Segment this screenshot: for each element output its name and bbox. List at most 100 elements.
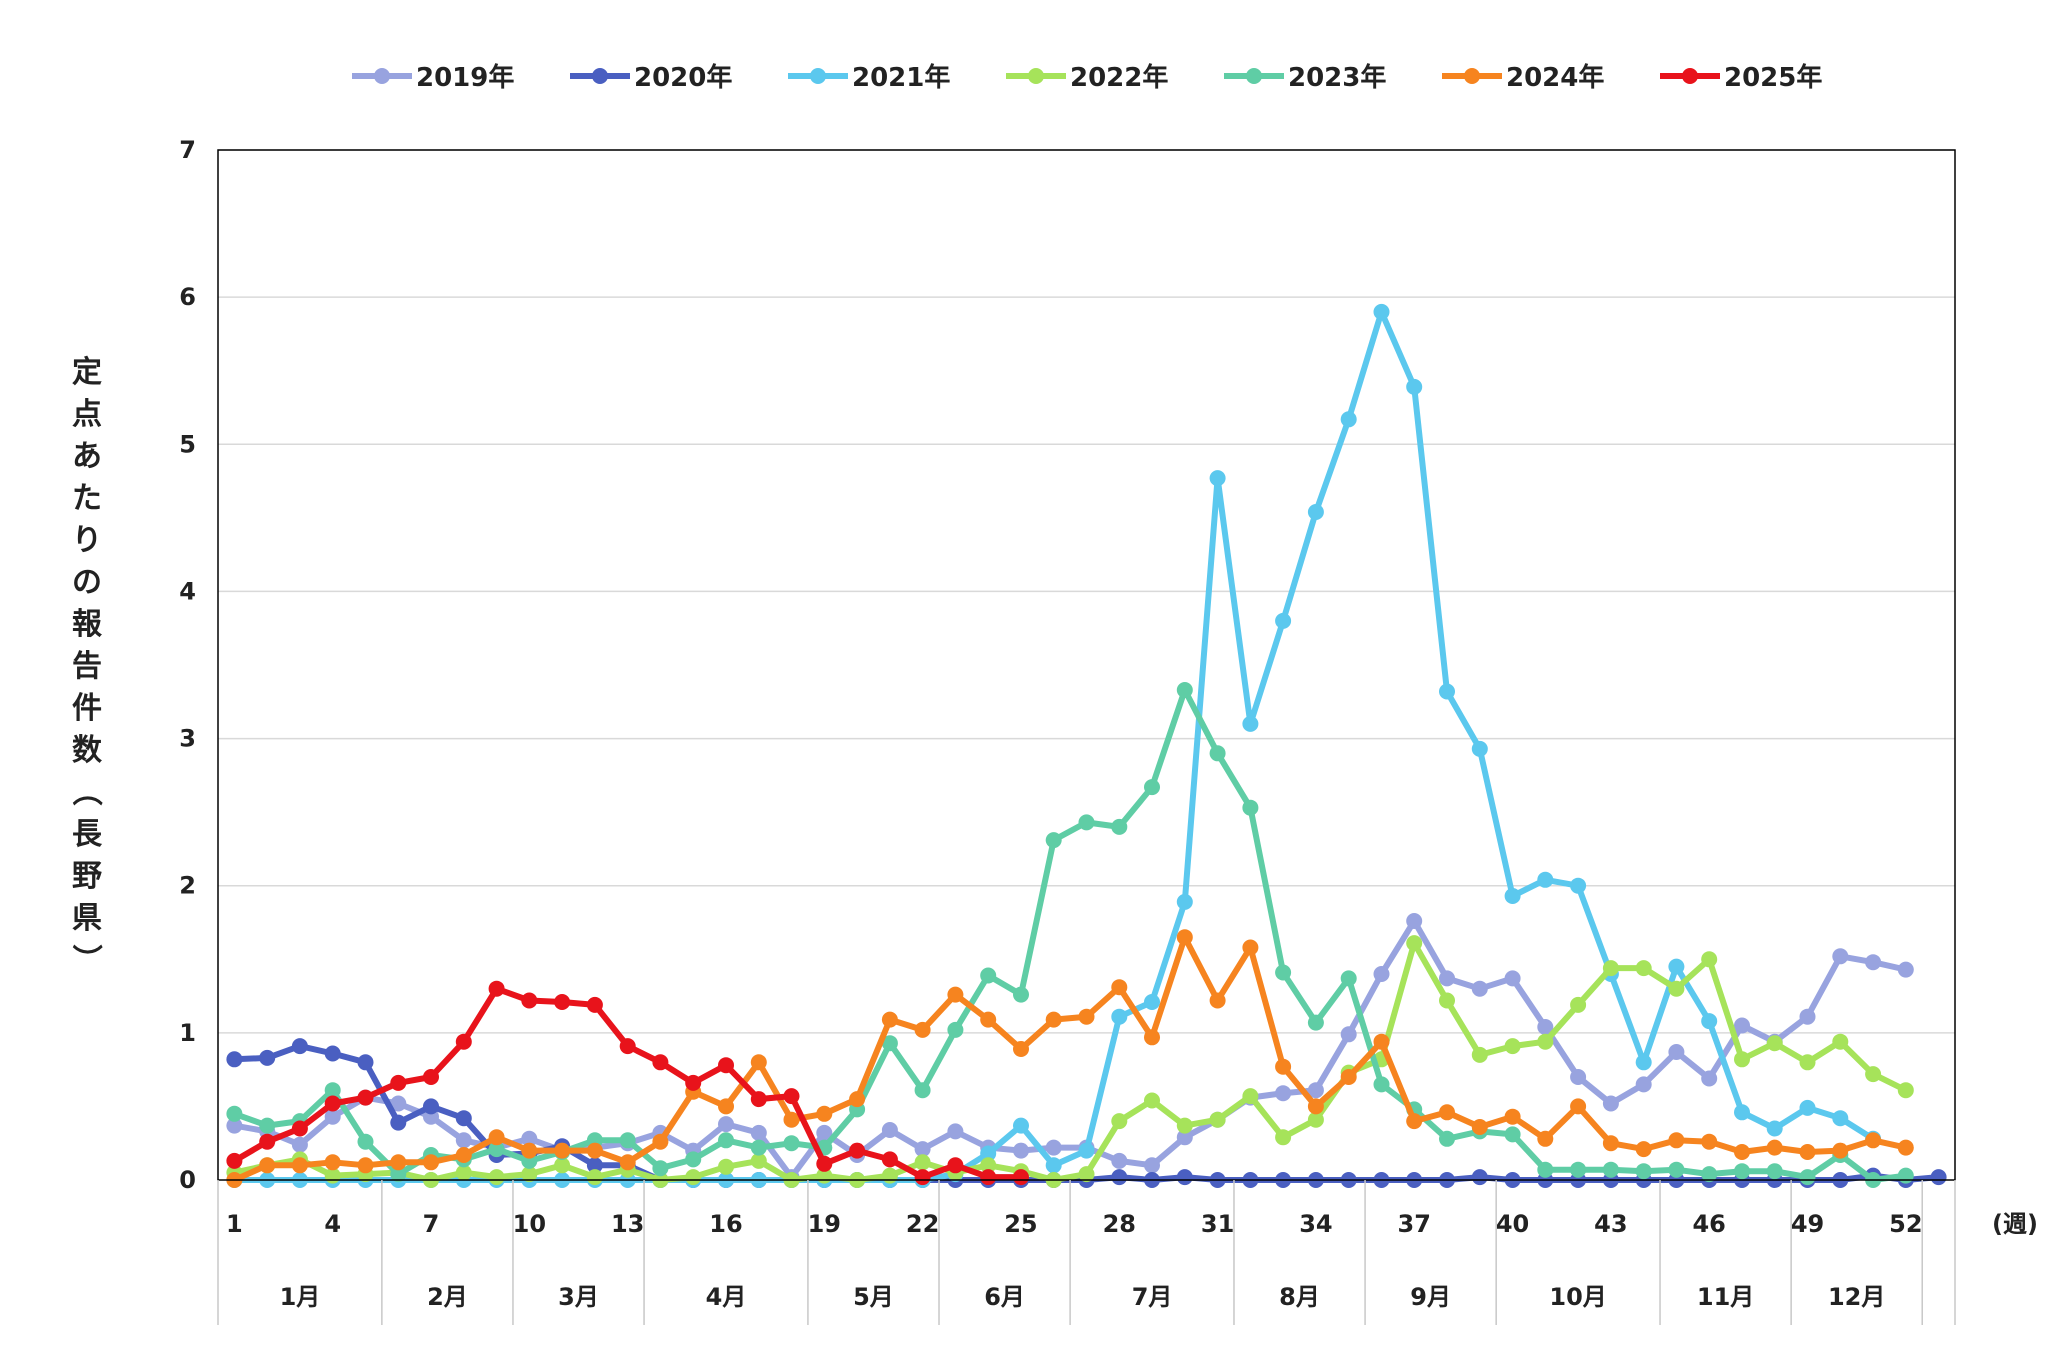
data-point [1111,1169,1128,1186]
data-point [1307,1014,1324,1031]
data-point [1111,979,1128,996]
data-point [750,1124,767,1141]
data-point [947,1021,964,1038]
data-point [685,1074,702,1091]
data-point [750,1091,767,1108]
data-point [1406,935,1423,952]
data-point [1602,1161,1619,1178]
x-tick-label: 25 [1004,1210,1037,1238]
data-point [1897,1082,1914,1099]
data-point [1078,814,1095,831]
data-point [1930,1169,1947,1186]
data-point [1799,1099,1816,1116]
data-point [1832,1110,1849,1127]
data-point [1144,1029,1160,1046]
data-point [1373,966,1390,982]
data-point [259,1133,276,1150]
x-tick-label: 52 [1889,1210,1922,1238]
y-axis-label-char: （ [68,776,103,806]
gridlines [218,149,1955,1034]
data-point [881,1151,898,1168]
data-point [1373,1076,1390,1093]
data-point [1242,715,1259,732]
x-tick-label: 43 [1594,1210,1627,1238]
data-point [652,1054,669,1071]
data-point [816,1155,833,1172]
y-axis-label-char: 告 [72,649,102,684]
y-axis-label-char: ） [68,944,103,974]
data-point [554,1142,571,1159]
legend-marker [1246,68,1262,84]
data-point [750,1152,767,1169]
data-point [1570,996,1587,1013]
data-point [1602,960,1619,977]
data-point [1701,1070,1718,1087]
data-point [455,1110,472,1127]
month-label: 11月 [1697,1283,1754,1311]
x-tick-label: 34 [1299,1210,1332,1238]
data-point [718,1098,734,1115]
data-point [1111,1113,1128,1130]
data-point [521,1166,538,1183]
data-point [1209,1111,1226,1128]
data-point [357,1157,374,1174]
data-point [1013,1142,1029,1159]
data-point [1275,1058,1292,1075]
y-tick-label: 1 [179,1019,196,1047]
data-point [1602,1135,1619,1152]
data-point [226,1105,243,1122]
data-point [1602,1095,1619,1112]
data-point [488,980,505,997]
month-label: 7月 [1132,1283,1173,1311]
y-axis-label-char: 点 [72,397,102,432]
data-point [652,1160,669,1177]
series-layer [226,303,1947,1188]
data-point [1766,1139,1783,1156]
data-point [1537,1019,1554,1035]
data-point [849,1142,866,1159]
data-point [1734,1104,1750,1121]
data-point [521,992,538,1009]
x-tick-label: 7 [423,1210,440,1238]
data-point [1471,980,1488,997]
data-point [914,1154,931,1171]
data-point [1897,961,1914,978]
y-axis-label-char: り [72,523,102,558]
data-point [1307,504,1324,520]
data-point [1766,1120,1783,1137]
data-point [357,1089,374,1106]
data-point [1865,954,1882,971]
data-point [914,1082,931,1099]
series-line [231,934,1909,1183]
data-point [1701,1133,1718,1150]
data-point [1471,1119,1488,1135]
legend-item: 2025年 [1660,62,1822,93]
data-point [718,1116,734,1133]
data-point [423,1069,439,1085]
data-point [554,1157,571,1174]
data-point [1111,1152,1128,1169]
data-point [488,1169,505,1186]
data-point [1766,1035,1783,1052]
data-point [226,1051,243,1068]
legend-item: 2020年 [570,62,732,93]
x-tick-label: 16 [709,1210,742,1238]
data-point [718,1057,734,1074]
data-point [1242,1088,1259,1105]
month-label: 5月 [853,1283,894,1311]
data-point [783,1135,800,1152]
data-point [1013,1169,1029,1186]
data-point [390,1154,407,1171]
series-line [231,687,1909,1183]
data-point [947,1123,964,1140]
data-point [1832,948,1849,965]
data-point [1570,1098,1587,1115]
data-point [1275,1129,1292,1146]
data-point [619,1038,636,1055]
data-point [357,1133,374,1150]
series-2022年 [226,935,1914,1188]
data-point [390,1114,407,1131]
month-label: 3月 [558,1283,599,1311]
y-axis-label-char: あ [72,439,102,474]
data-point [423,1154,439,1171]
